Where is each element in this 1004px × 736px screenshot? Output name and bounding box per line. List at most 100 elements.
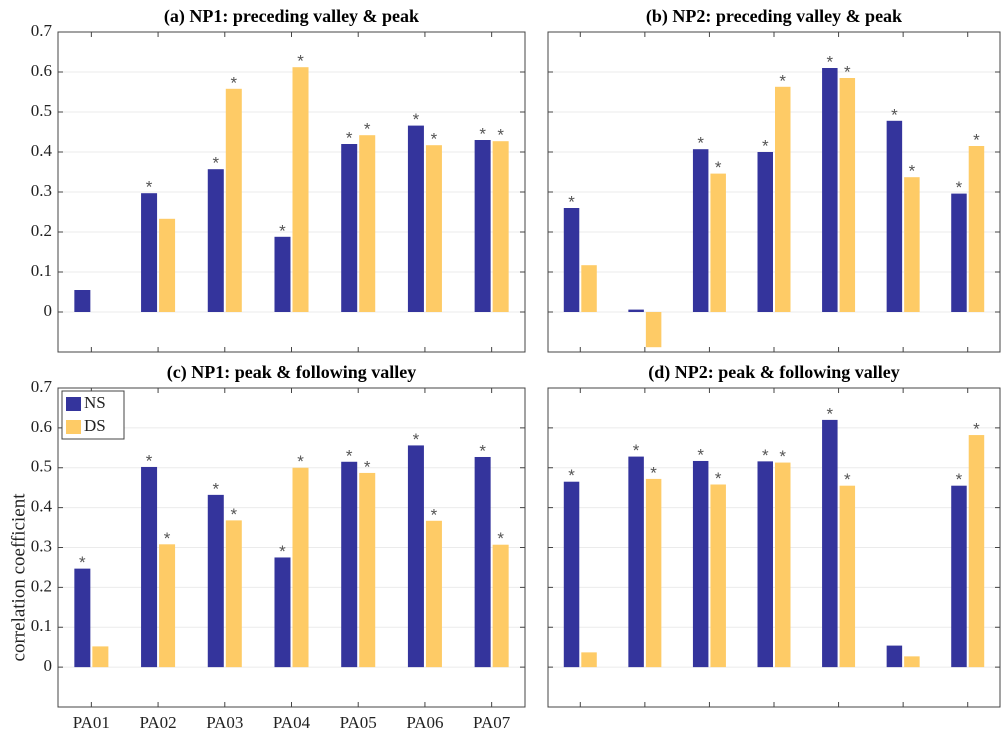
significance-marker: *	[762, 446, 769, 465]
significance-marker: *	[279, 221, 286, 240]
bar	[292, 467, 309, 668]
bar	[474, 456, 491, 668]
y-tick-label: 0.4	[31, 497, 53, 516]
significance-marker: *	[827, 52, 834, 71]
y-tick-label: 0.6	[31, 61, 52, 80]
significance-marker: *	[413, 430, 420, 449]
panel-title: (c) NP1: peak & following valley	[167, 362, 416, 383]
bar	[141, 193, 158, 312]
significance-marker: *	[697, 445, 704, 464]
bar	[92, 646, 109, 668]
x-tick-label: PA01	[73, 713, 110, 732]
bar	[225, 88, 242, 312]
y-tick-label: 0.5	[31, 101, 52, 120]
bar	[359, 135, 376, 312]
bar	[775, 462, 791, 668]
legend-swatch	[66, 397, 81, 411]
bar	[951, 193, 967, 312]
axes-box	[57, 31, 526, 353]
significance-marker: *	[715, 158, 722, 177]
x-tick-label: PA02	[139, 713, 176, 732]
y-tick-label: 0	[44, 301, 53, 320]
significance-marker: *	[956, 470, 963, 489]
bar	[839, 485, 856, 668]
significance-marker: *	[909, 162, 916, 181]
x-tick-label: PA07	[473, 713, 511, 732]
x-tick-label: PA05	[340, 713, 377, 732]
bar	[628, 309, 644, 312]
bar	[692, 460, 709, 668]
bar	[645, 312, 662, 348]
bar	[968, 146, 985, 312]
significance-marker: *	[346, 446, 353, 465]
panel-title: (a) NP1: preceding valley & peak	[164, 6, 419, 27]
bar	[775, 86, 791, 312]
legend-label: NS	[84, 393, 106, 412]
significance-marker: *	[212, 479, 219, 498]
significance-marker: *	[973, 130, 980, 149]
bar	[710, 484, 726, 668]
significance-marker: *	[164, 529, 171, 548]
significance-marker: *	[497, 126, 504, 145]
panel-title: (d) NP2: peak & following valley	[648, 362, 900, 383]
significance-marker: *	[697, 134, 704, 153]
significance-marker: *	[297, 452, 304, 471]
bar	[359, 472, 376, 668]
significance-marker: *	[279, 542, 286, 561]
bar	[886, 645, 903, 668]
y-tick-label: 0.2	[31, 221, 52, 240]
bar	[692, 149, 709, 312]
x-tick-label: PA03	[206, 713, 243, 732]
bar	[274, 557, 291, 668]
bar	[757, 461, 773, 668]
y-tick-label: 0.4	[31, 141, 53, 160]
bar	[757, 152, 773, 312]
x-tick-label: PA06	[406, 713, 443, 732]
bar	[839, 78, 856, 312]
significance-marker: *	[568, 466, 575, 485]
bar	[274, 236, 291, 312]
significance-marker: *	[891, 105, 898, 124]
legend-swatch	[66, 420, 81, 434]
bar	[581, 652, 597, 668]
significance-marker: *	[762, 136, 769, 155]
significance-marker: *	[779, 447, 786, 466]
bar	[492, 544, 509, 668]
bar	[904, 656, 920, 668]
bar	[628, 456, 644, 668]
bar	[822, 68, 838, 312]
bar	[563, 481, 580, 668]
bar	[425, 520, 442, 668]
bar	[292, 67, 309, 312]
significance-marker: *	[715, 469, 722, 488]
bar	[407, 445, 424, 668]
y-tick-label: 0.6	[31, 417, 52, 436]
bar	[74, 290, 91, 312]
y-tick-label: 0.7	[31, 21, 53, 40]
bar	[74, 568, 91, 668]
bar	[645, 478, 662, 668]
bar	[407, 125, 424, 312]
y-tick-label: 0.2	[31, 576, 52, 595]
bar	[207, 169, 224, 312]
significance-marker: *	[479, 441, 486, 460]
significance-marker: *	[364, 457, 371, 476]
significance-marker: *	[844, 470, 851, 489]
significance-marker: *	[827, 404, 834, 423]
bar	[474, 140, 491, 312]
significance-marker: *	[413, 110, 420, 129]
bar	[207, 494, 224, 668]
bar	[904, 177, 920, 312]
significance-marker: *	[650, 463, 657, 482]
axes-box	[547, 31, 1001, 353]
bar	[341, 461, 358, 668]
bar	[141, 466, 158, 668]
y-tick-label: 0.7	[31, 377, 53, 396]
bar	[968, 435, 985, 668]
significance-marker: *	[212, 154, 219, 173]
y-tick-label: 0.5	[31, 457, 52, 476]
significance-marker: *	[146, 451, 153, 470]
significance-marker: *	[431, 505, 438, 524]
